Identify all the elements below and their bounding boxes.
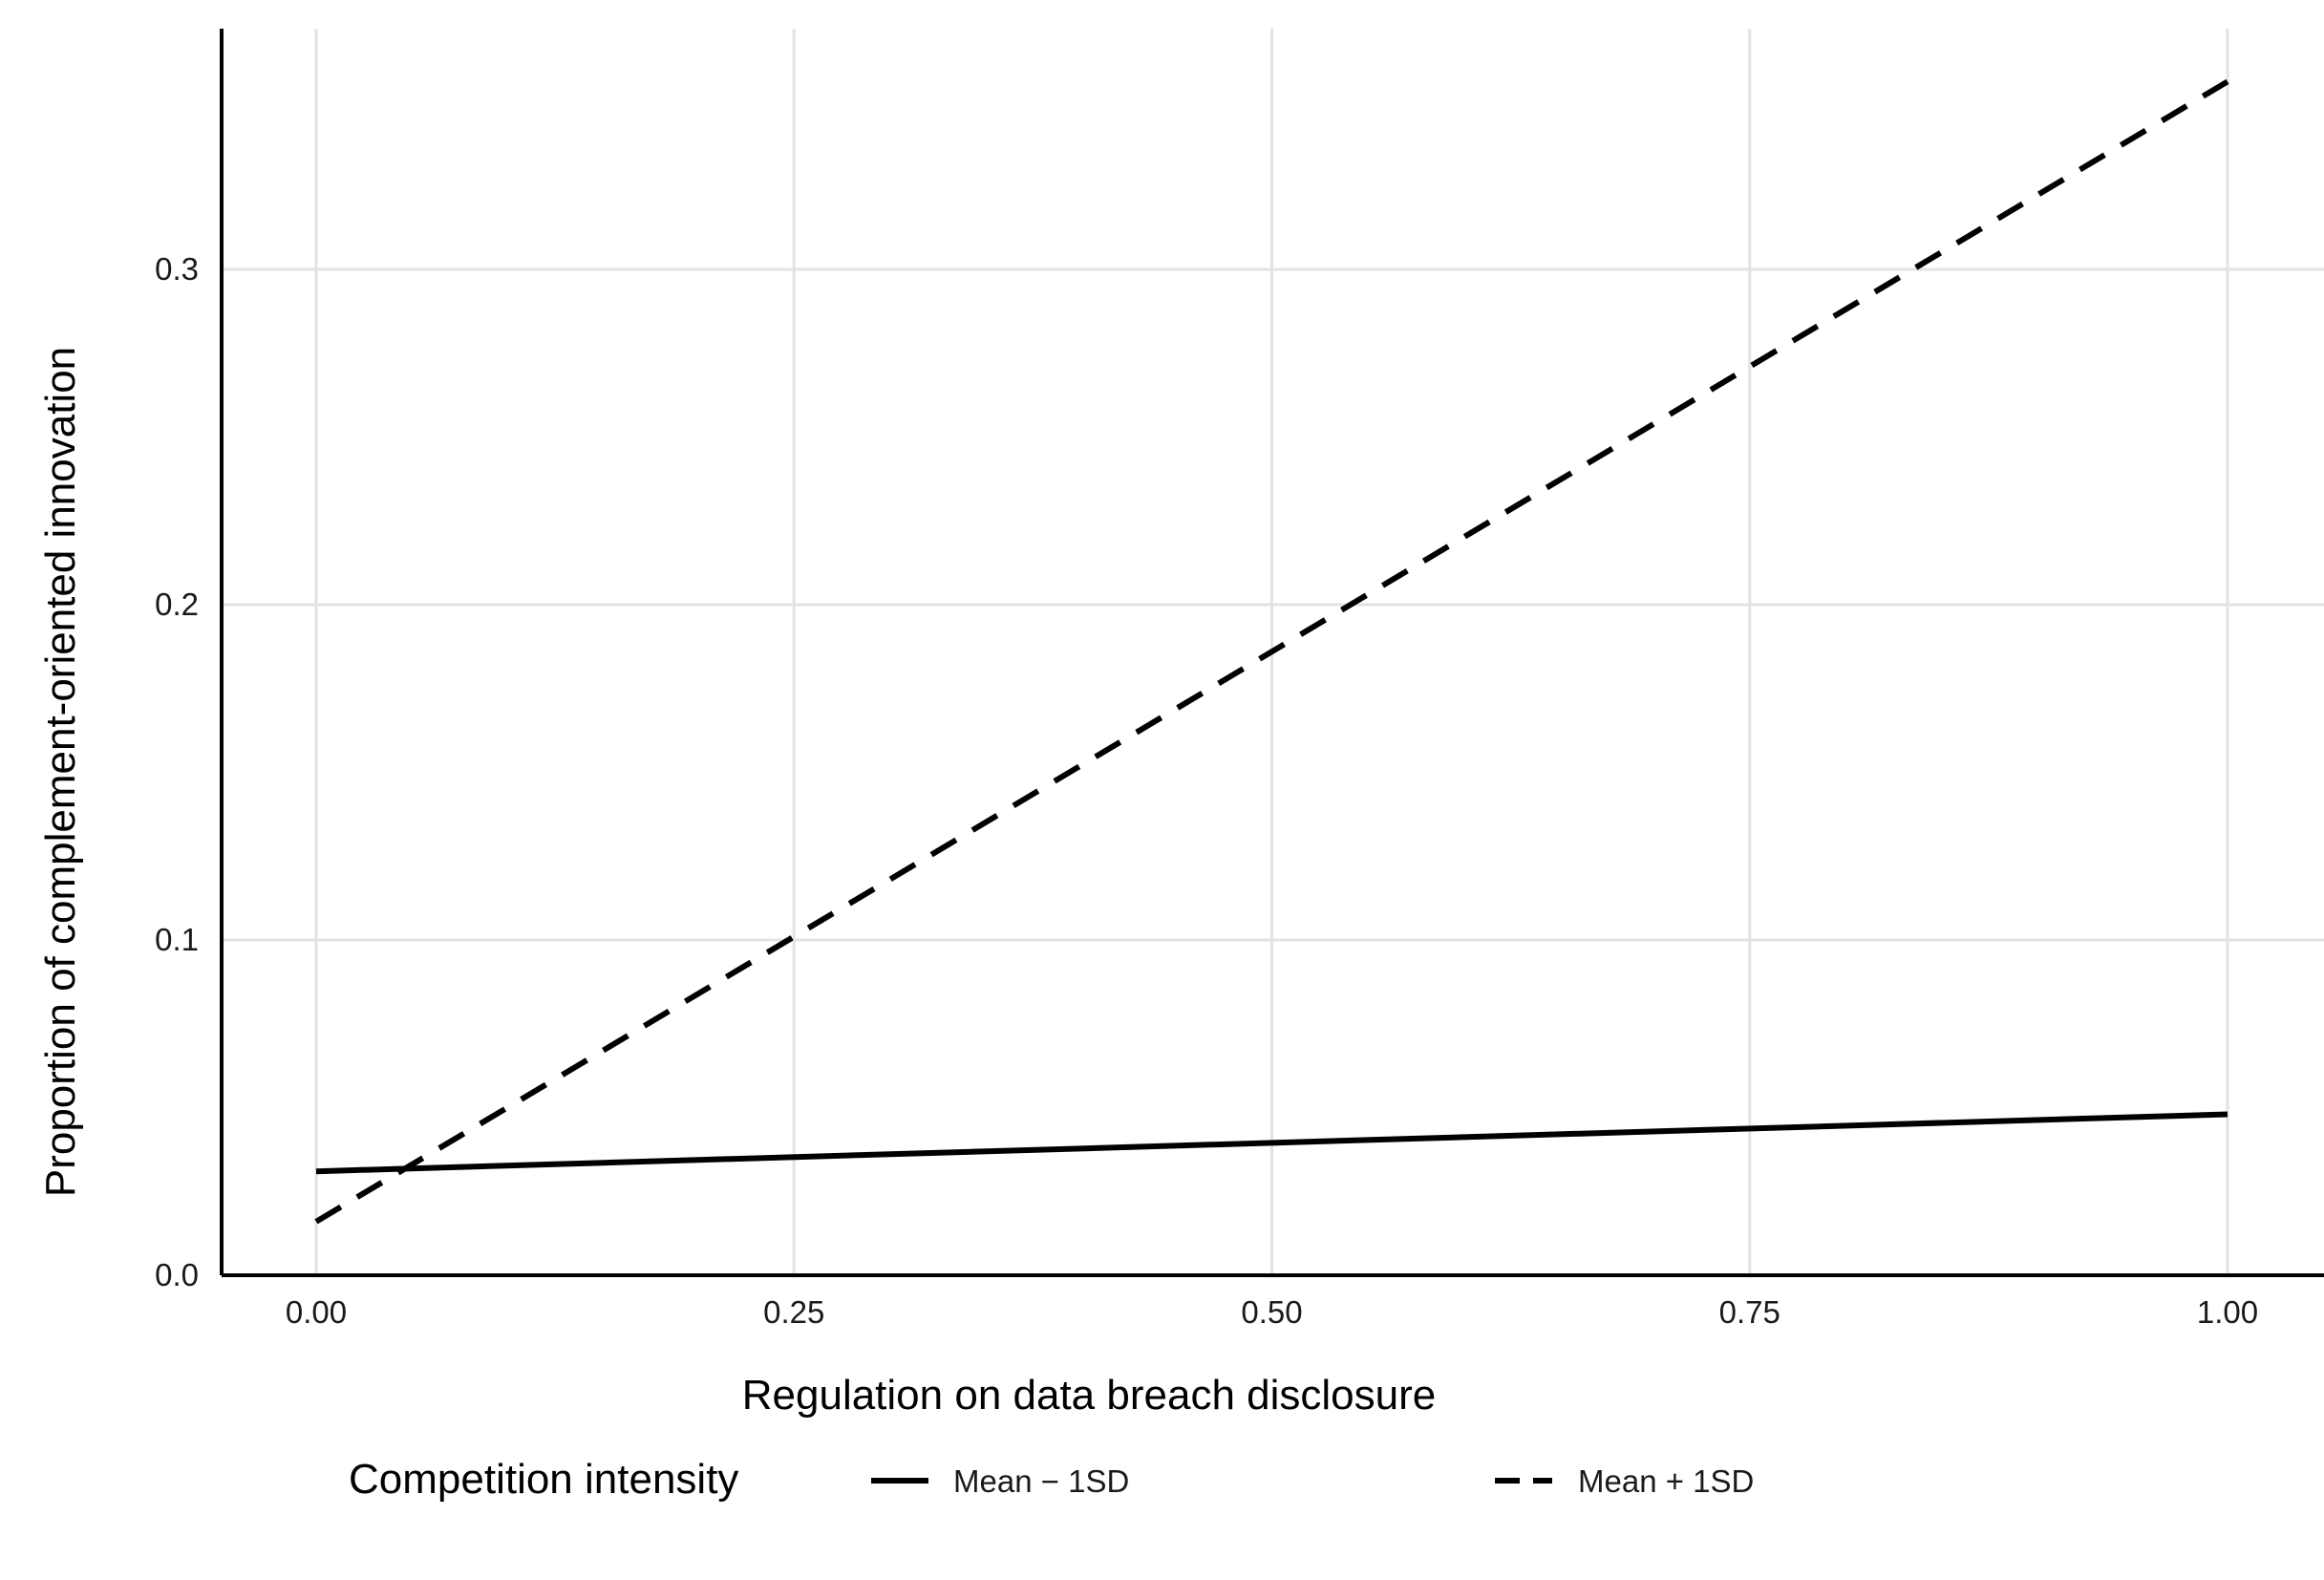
legend-label: Mean − 1SD	[953, 1463, 1129, 1499]
x-tick-label: 0.00	[286, 1294, 347, 1330]
x-tick-label: 0.50	[1241, 1294, 1302, 1330]
series-line-mean-minus-1sd	[315, 1111, 2228, 1175]
y-tick-label: 0.1	[155, 922, 199, 957]
y-tick-label: 0.2	[155, 587, 199, 622]
series-layer	[314, 78, 2229, 1225]
y-tick-labels: 0.0 0.1 0.2 0.3	[155, 251, 199, 1292]
x-tick-label: 0.75	[1719, 1294, 1780, 1330]
legend: Competition intensity Mean − 1SD Mean + 1…	[349, 1456, 1754, 1503]
y-axis-title: Proportion of complement-oriented innova…	[37, 347, 84, 1197]
legend-items: Mean − 1SD Mean + 1SD	[871, 1463, 1754, 1499]
x-tick-label: 0.25	[763, 1294, 824, 1330]
legend-title: Competition intensity	[349, 1456, 738, 1503]
series-line-mean-plus-1sd	[314, 78, 2229, 1225]
legend-label: Mean + 1SD	[1578, 1463, 1754, 1499]
x-tick-label: 1.00	[2197, 1294, 2258, 1330]
x-axis-title: Regulation on data breach disclosure	[742, 1372, 1436, 1419]
x-tick-labels: 0.00 0.25 0.50 0.75 1.00	[286, 1294, 2258, 1330]
y-tick-label: 0.3	[155, 251, 199, 287]
y-tick-label: 0.0	[155, 1257, 199, 1292]
